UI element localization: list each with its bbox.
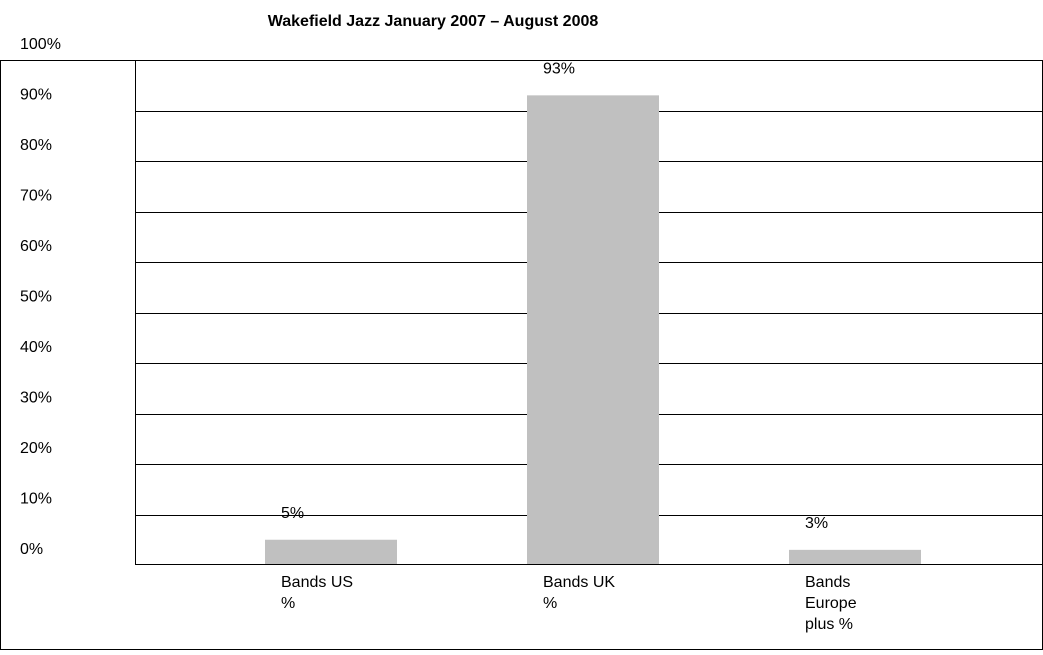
y-tick-label: 70% [20,188,52,205]
bar [527,95,659,565]
data-label: 3% [805,515,828,532]
x-category-label: Bands UK [543,574,615,591]
y-tick-label: 20% [20,440,52,457]
x-category-label: Bands [805,574,850,591]
data-label: 93% [543,60,575,77]
x-category-label: Bands US [281,574,353,591]
data-labels: 5% 93% 3% [281,60,828,531]
y-tick-label: 60% [20,238,52,255]
x-category-label: % [543,595,557,612]
y-tick-label: 40% [20,339,52,356]
y-tick-label: 0% [20,541,43,558]
x-axis-category-labels: Bands US% Bands UK% Bands Europe plus % [281,574,857,633]
bars [265,95,921,565]
x-category-label: Europe [805,595,857,612]
y-tick-label: 90% [20,87,52,104]
y-axis-tick-labels: 0% 10% 20% 30% 40% 50% 60% 70% 80% 90% 100% [20,36,61,558]
chart-title: Wakefield Jazz January 2007 – August 200… [268,13,599,30]
bar [265,539,397,565]
bar [789,549,921,565]
y-tick-label: 100% [20,36,61,53]
y-tick-label: 80% [20,137,52,154]
x-category-label: % [281,595,295,612]
data-label: 5% [281,505,304,522]
y-tick-label: 10% [20,491,52,508]
y-tick-label: 30% [20,390,52,407]
y-tick-label: 50% [20,289,52,306]
x-category-label: plus % [805,616,853,633]
